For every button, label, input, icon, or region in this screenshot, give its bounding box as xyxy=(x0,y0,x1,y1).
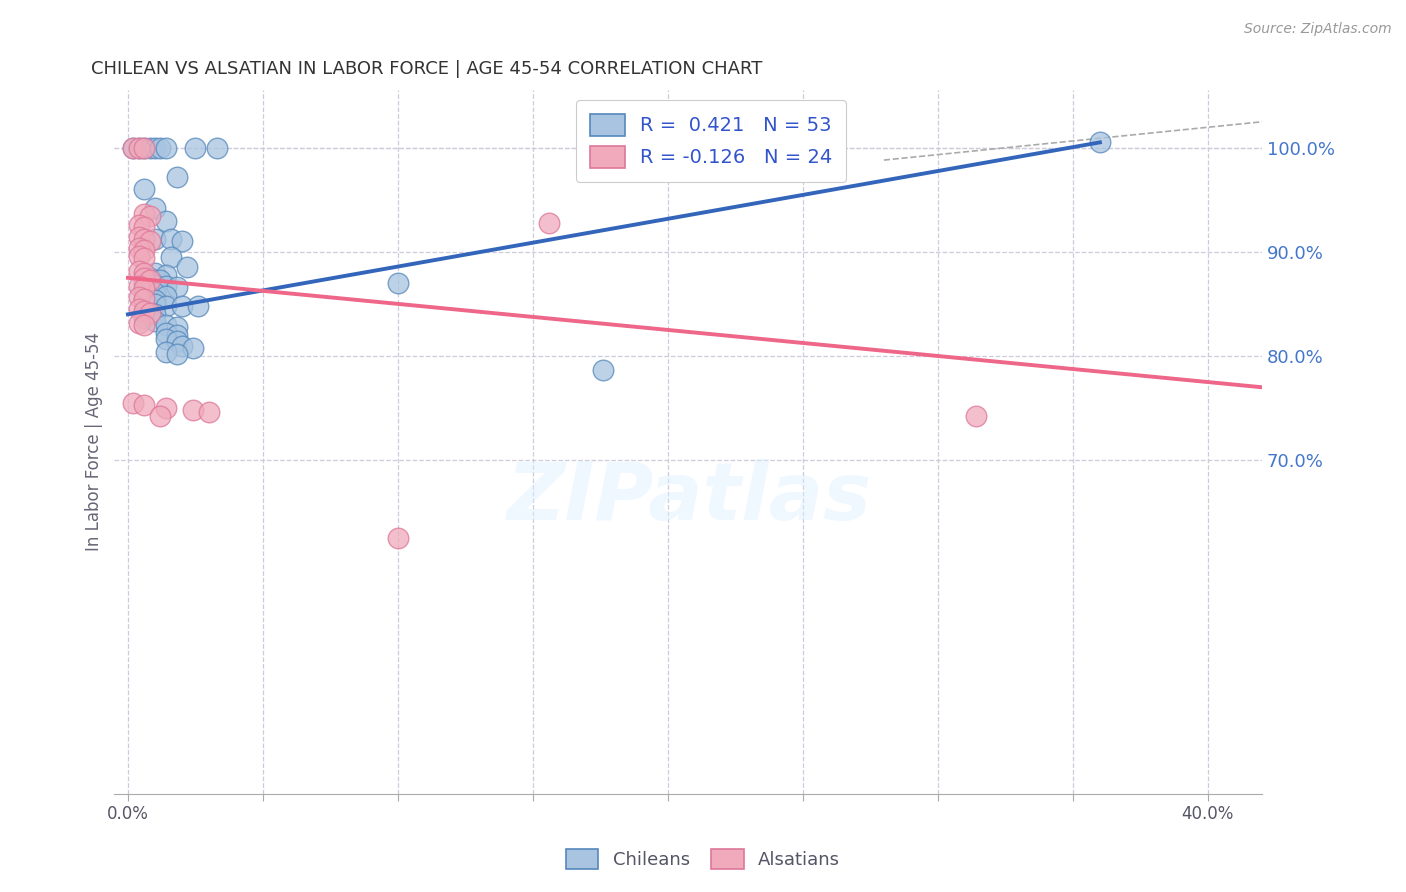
Point xyxy=(155,140,177,154)
Point xyxy=(149,140,172,154)
Point xyxy=(122,396,145,410)
Point xyxy=(592,362,614,376)
Point xyxy=(128,218,150,232)
Point xyxy=(138,235,160,249)
Point xyxy=(187,299,209,313)
Point xyxy=(128,140,150,154)
Point xyxy=(166,328,188,343)
Point xyxy=(176,260,198,275)
Point xyxy=(128,302,150,317)
Point xyxy=(132,318,155,332)
Point xyxy=(143,232,166,246)
Point xyxy=(143,286,166,301)
Point xyxy=(1088,136,1111,150)
Point xyxy=(170,299,193,313)
Point xyxy=(155,332,177,346)
Point xyxy=(205,140,228,154)
Point xyxy=(132,304,155,318)
Point xyxy=(387,276,409,290)
Point xyxy=(166,280,188,294)
Point xyxy=(181,341,204,355)
Point xyxy=(155,213,177,227)
Point xyxy=(122,140,145,154)
Point xyxy=(132,305,155,319)
Point xyxy=(538,216,561,230)
Point xyxy=(132,266,155,280)
Point xyxy=(155,299,177,313)
Point xyxy=(132,398,155,412)
Point xyxy=(143,307,166,321)
Text: Source: ZipAtlas.com: Source: ZipAtlas.com xyxy=(1244,22,1392,37)
Point xyxy=(387,532,409,546)
Point xyxy=(128,316,150,330)
Point xyxy=(132,243,155,257)
Point xyxy=(184,140,207,154)
Point xyxy=(155,268,177,282)
Point xyxy=(128,140,150,154)
Point xyxy=(181,403,204,417)
Point xyxy=(166,319,188,334)
Point xyxy=(138,270,160,285)
Point xyxy=(138,273,160,287)
Text: CHILEAN VS ALSATIAN IN LABOR FORCE | AGE 45-54 CORRELATION CHART: CHILEAN VS ALSATIAN IN LABOR FORCE | AGE… xyxy=(91,60,763,78)
Point xyxy=(166,169,188,184)
Point xyxy=(143,266,166,280)
Point xyxy=(155,401,177,416)
Point xyxy=(132,270,155,285)
Point xyxy=(155,288,177,302)
Point xyxy=(128,279,150,293)
Point xyxy=(965,409,987,424)
Point xyxy=(149,409,172,424)
Point xyxy=(132,281,155,295)
Point xyxy=(143,293,166,307)
Point xyxy=(143,313,166,327)
Point xyxy=(166,347,188,361)
Point xyxy=(138,306,160,320)
Point xyxy=(128,241,150,255)
Point xyxy=(166,334,188,349)
Point xyxy=(132,232,155,246)
Point xyxy=(155,344,177,359)
Point xyxy=(138,210,160,224)
Point xyxy=(143,278,166,293)
Point xyxy=(155,326,177,340)
Point xyxy=(170,235,193,249)
Point xyxy=(132,285,155,299)
Point xyxy=(128,249,150,263)
Point xyxy=(122,140,145,154)
Point xyxy=(170,338,193,352)
Point xyxy=(132,140,155,154)
Point xyxy=(132,207,155,221)
Legend: Chileans, Alsatians: Chileans, Alsatians xyxy=(557,839,849,879)
Point xyxy=(143,201,166,215)
Point xyxy=(132,219,155,234)
Point xyxy=(128,290,150,304)
Point xyxy=(155,318,177,332)
Point xyxy=(132,276,155,290)
Point xyxy=(198,405,221,419)
Legend: R =  0.421   N = 53, R = -0.126   N = 24: R = 0.421 N = 53, R = -0.126 N = 24 xyxy=(576,100,846,182)
Point xyxy=(160,232,183,246)
Point xyxy=(138,140,160,154)
Point xyxy=(132,140,155,154)
Point xyxy=(132,291,155,305)
Y-axis label: In Labor Force | Age 45-54: In Labor Force | Age 45-54 xyxy=(86,333,103,551)
Text: ZIPatlas: ZIPatlas xyxy=(506,459,870,537)
Point xyxy=(160,250,183,264)
Point xyxy=(128,263,150,277)
Point xyxy=(128,230,150,244)
Point xyxy=(132,251,155,265)
Point xyxy=(149,273,172,287)
Point xyxy=(143,297,166,311)
Point xyxy=(132,292,155,306)
Point xyxy=(132,294,155,309)
Point xyxy=(132,182,155,196)
Point xyxy=(143,140,166,154)
Point xyxy=(155,279,177,293)
Point xyxy=(132,311,155,326)
